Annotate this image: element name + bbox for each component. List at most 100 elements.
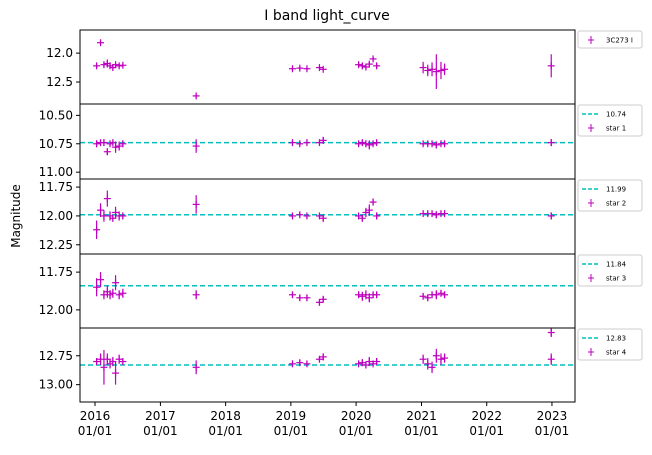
data-point	[441, 210, 449, 218]
panel-frame	[79, 178, 576, 255]
data-point	[373, 291, 381, 299]
data-point	[315, 355, 323, 363]
y-tick-label: 10.50	[39, 108, 73, 122]
panel-frame	[79, 253, 576, 329]
legend: 10.74 star 1	[577, 104, 643, 137]
data-point	[97, 39, 105, 47]
data-point	[288, 360, 296, 368]
data-point	[369, 198, 377, 206]
data-point	[319, 65, 327, 73]
data-point	[365, 204, 373, 216]
data-point	[288, 291, 296, 299]
data-point	[296, 211, 304, 219]
legend-box	[577, 30, 643, 49]
data-point	[428, 62, 436, 77]
data-point	[119, 288, 127, 298]
data-point	[424, 64, 432, 77]
legend: 11.99 star 2	[577, 179, 643, 212]
data-point	[288, 212, 296, 220]
data-point	[373, 358, 381, 366]
data-point	[355, 61, 363, 69]
data-point	[547, 212, 555, 220]
legend-label: star 1	[606, 125, 626, 133]
data-point	[358, 291, 366, 301]
data-point	[358, 359, 366, 367]
data-point	[112, 361, 120, 385]
x-tick-label: 2021 01/01	[404, 409, 439, 438]
data-point	[437, 353, 445, 365]
data-point	[424, 358, 432, 370]
data-point	[437, 289, 445, 297]
legend-label: 3C273 I	[606, 37, 633, 45]
legend-label: star 2	[606, 200, 626, 208]
x-tick-label: 2018 01/01	[208, 409, 243, 438]
legend: 3C273 I	[577, 30, 643, 49]
y-tick-label: 12.00	[39, 303, 73, 317]
data-point	[192, 360, 200, 375]
data-point	[109, 288, 117, 298]
data-point	[365, 60, 373, 68]
data-point	[373, 139, 381, 147]
data-point	[303, 139, 311, 147]
data-point	[419, 292, 427, 300]
data-point	[296, 140, 304, 148]
data-point	[303, 212, 311, 220]
legend-label: 11.99	[606, 186, 626, 194]
data-point	[119, 358, 127, 366]
data-point	[419, 61, 427, 74]
data-point	[288, 139, 296, 147]
data-point	[112, 206, 120, 219]
data-point	[424, 294, 432, 302]
data-point	[362, 361, 370, 369]
data-point	[319, 136, 327, 144]
data-point	[192, 139, 200, 153]
data-point	[432, 141, 440, 149]
data-point	[192, 92, 200, 100]
data-point	[355, 360, 363, 368]
data-point	[432, 54, 440, 89]
data-point	[119, 61, 127, 69]
data-point	[547, 353, 555, 365]
data-point	[437, 61, 445, 80]
data-point	[97, 272, 105, 288]
data-point	[369, 55, 377, 63]
data-point	[441, 140, 449, 148]
data-point	[103, 190, 111, 207]
data-point	[192, 290, 200, 300]
data-point	[192, 195, 200, 214]
data-point	[93, 358, 101, 366]
data-point	[355, 140, 363, 148]
legend-label: star 3	[606, 275, 626, 283]
data-point	[315, 139, 323, 147]
x-tick-label: 2023 01/01	[535, 409, 570, 438]
y-tick-label: 12.00	[39, 209, 73, 223]
data-point	[100, 139, 108, 147]
data-point	[428, 140, 436, 148]
x-tick-label: 2022 01/01	[469, 409, 504, 438]
data-point	[115, 290, 123, 300]
data-point	[93, 140, 101, 148]
chart-title: I band light_curve	[264, 8, 390, 24]
y-axis-label: Magnitude	[9, 184, 23, 248]
data-point	[296, 64, 304, 72]
data-point	[115, 354, 123, 364]
data-point	[319, 295, 327, 303]
data-point	[369, 140, 377, 148]
data-point	[441, 291, 449, 299]
data-point	[100, 61, 108, 69]
data-point	[373, 212, 381, 220]
data-point	[93, 62, 101, 70]
data-point	[119, 140, 127, 148]
data-point	[547, 328, 555, 338]
y-tick-label: 12.0	[46, 46, 73, 60]
data-point	[365, 293, 373, 303]
data-point	[362, 207, 370, 218]
y-tick-label: 12.75	[39, 349, 73, 363]
data-point	[315, 64, 323, 72]
legend: 12.83 star 4	[577, 328, 643, 361]
data-point	[365, 356, 373, 367]
data-point	[355, 212, 363, 220]
legend-label: 11.84	[606, 261, 627, 269]
data-point	[97, 353, 105, 365]
